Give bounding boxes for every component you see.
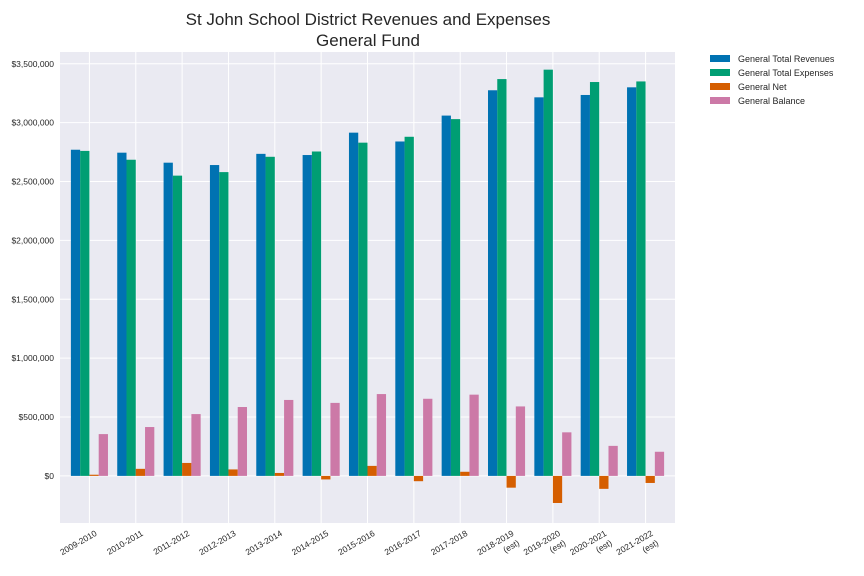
bar-general-balance (423, 398, 433, 476)
x-tick-label: 2019-2020(est) (522, 528, 568, 567)
bar-general-balance (191, 414, 201, 476)
bar-general-net (552, 475, 563, 503)
bar-general-total-expenses (358, 142, 368, 476)
legend-swatch-general-total-revenues (710, 55, 730, 62)
bar-general-total-revenues (395, 141, 405, 476)
bar-general-balance (562, 432, 572, 476)
bar-general-total-expenses (636, 81, 646, 476)
bar-general-total-revenues (70, 149, 81, 476)
bar-general-net (460, 471, 470, 476)
bar-general-net (228, 469, 238, 476)
bar-general-net (506, 475, 516, 488)
chart-title: St John School District Revenues and Exp… (186, 10, 551, 29)
bar-general-total-revenues (627, 87, 637, 476)
bar-general-total-expenses (219, 172, 229, 476)
bar-general-total-expenses (543, 69, 553, 476)
bar-general-balance (608, 445, 618, 476)
y-tick-label: $2,000,000 (11, 235, 54, 245)
y-axis: $0 $500,000 $1,000,000 $1,500,000 $2,000,000… (11, 59, 54, 481)
bar-general-balance (515, 406, 526, 476)
x-tick-label: 2009-2010 (58, 528, 98, 557)
legend-swatch-general-balance (710, 97, 730, 104)
y-tick-label: $0 (45, 471, 55, 481)
bar-general-balance (654, 451, 665, 476)
bar-general-net (367, 465, 377, 476)
x-tick-label: 2018-2019(est) (475, 528, 521, 567)
bar-general-total-expenses (450, 119, 461, 476)
bar-general-total-expenses (172, 175, 183, 476)
bar-general-total-expenses (311, 151, 322, 476)
bar-general-total-revenues (441, 115, 451, 476)
y-tick-label: $2,500,000 (11, 177, 54, 187)
bar-general-total-revenues (117, 152, 127, 476)
bar-general-net (182, 462, 192, 476)
x-tick-label: 2015-2016 (336, 528, 376, 557)
bars (70, 69, 665, 503)
bar-general-total-expenses (589, 82, 600, 476)
bar-general-total-revenues (302, 155, 312, 476)
x-tick-label: 2020-2021(est) (568, 528, 614, 567)
bar-general-balance (284, 399, 294, 476)
bar-general-net (645, 475, 655, 483)
legend-label-general-total-revenues: General Total Revenues (738, 54, 835, 64)
y-tick-label: $1,500,000 (11, 294, 54, 304)
x-tick-label: 2013-2014 (244, 528, 284, 557)
bar-general-balance (98, 434, 108, 476)
bar-general-total-expenses (265, 156, 275, 476)
bar-general-total-expenses (404, 136, 414, 476)
bar-general-total-revenues (580, 94, 590, 476)
bar-general-total-revenues (534, 97, 544, 476)
bar-general-net (599, 475, 609, 489)
bar-general-balance (145, 427, 155, 476)
bar-general-total-revenues (163, 162, 173, 476)
legend-swatch-general-total-expenses (710, 69, 730, 76)
bar-general-balance (469, 394, 479, 476)
legend-label-general-balance: General Balance (738, 96, 805, 106)
bar-general-net (135, 468, 146, 476)
bar-general-balance (237, 407, 248, 476)
bar-general-total-revenues (487, 90, 498, 476)
x-axis: 2009-2010 2010-2011 2011-2012 2012-2013 2013… (58, 528, 660, 567)
legend-label-general-total-expenses: General Total Expenses (738, 68, 834, 78)
y-tick-label: $500,000 (19, 412, 55, 422)
x-tick-label: 2011-2012 (151, 528, 191, 557)
bar-general-total-revenues (348, 132, 359, 476)
x-tick-label: 2017-2018 (429, 528, 469, 557)
bar-general-total-expenses (80, 150, 90, 476)
legend: General Total Revenues General Total Expe… (710, 54, 835, 106)
bar-general-total-revenues (256, 153, 266, 476)
bar-general-total-expenses (126, 159, 136, 476)
x-tick-label: 2012-2013 (197, 528, 237, 557)
bar-general-balance (376, 394, 387, 476)
bar-general-balance (330, 402, 340, 476)
x-tick-label: 2014-2015 (290, 528, 330, 557)
bar-general-net (321, 475, 331, 480)
x-tick-label: 2010-2011 (105, 528, 145, 557)
bar-general-total-revenues (209, 165, 220, 476)
bar-general-net (89, 474, 99, 476)
bar-general-net (274, 472, 285, 476)
y-tick-label: $3,500,000 (11, 59, 54, 69)
bar-general-net (413, 475, 424, 482)
legend-swatch-general-net (710, 83, 730, 90)
chart-subtitle: General Fund (316, 31, 420, 50)
bar-general-total-expenses (497, 79, 507, 476)
y-tick-label: $3,000,000 (11, 118, 54, 128)
y-tick-label: $1,000,000 (11, 353, 54, 363)
legend-label-general-net: General Net (738, 82, 787, 92)
x-tick-label: 2016-2017 (383, 528, 423, 557)
x-tick-label: 2021-2022(est) (614, 528, 660, 567)
